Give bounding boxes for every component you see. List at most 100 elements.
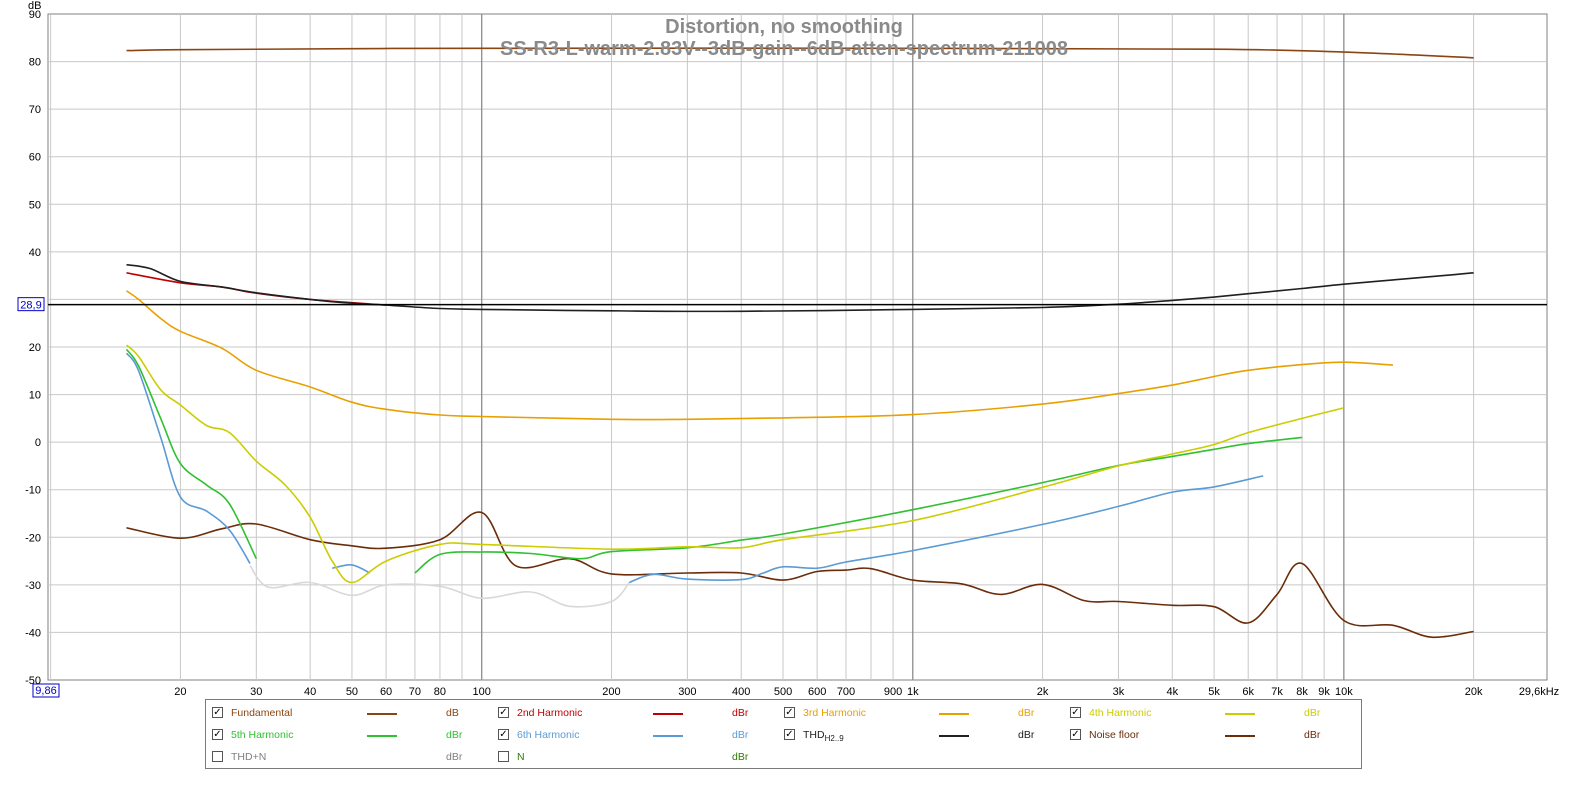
x-tick-label: 1k [907,686,919,698]
legend-label-n: N [517,751,525,763]
x-tick-label: 6k [1242,686,1254,698]
legend-swatch-5th-harmonic [367,735,397,737]
legend-checkbox-2nd-harmonic[interactable]: ✓ [498,707,509,718]
legend-label-5th-harmonic: 5th Harmonic [231,729,294,741]
legend-unit-thd-n: dBr [446,751,463,763]
legend-checkbox-3rd-harmonic[interactable]: ✓ [784,707,795,718]
chart-title: Distortion, no smoothing [665,16,903,38]
legend-swatch-fundamental [367,713,397,715]
series-3rd-harmonic [126,290,1394,421]
legend-checkbox-thd[interactable]: ✓ [784,729,795,740]
legend-label-subscript: H2..9 [824,734,844,744]
x-tick-label: 900 [884,686,902,698]
series-6th-harmonic-cont-2 [629,475,1264,584]
legend-swatch-2nd-harmonic [653,713,683,715]
legend-label-2nd-harmonic: 2nd Harmonic [517,707,583,719]
x-tick-label: 10k [1335,686,1353,698]
series-4th-harmonic [125,344,1344,584]
series-6th-harmonic-noise [249,565,630,608]
x-tick-label: 300 [678,686,696,698]
legend-swatch-4th-harmonic [1225,713,1255,715]
series-noise-floor [126,511,1474,639]
series-group [125,47,1474,639]
legend-unit-fundamental: dB [446,707,459,719]
x-tick-label: 60 [380,686,392,698]
y-tick-label: 40 [29,247,41,259]
legend-checkbox-6th-harmonic[interactable]: ✓ [498,729,509,740]
legend-swatch-noise-floor [1225,735,1255,737]
chart-subtitle: SS-R3-L-warm-2.83V--3dB-gain--6dB-atten-… [500,38,1068,60]
legend-label-3rd-harmonic: 3rd Harmonic [803,707,867,719]
x-tick-label: 20k [1465,686,1483,698]
x-tick-label: 2k [1037,686,1049,698]
x-tick-label: 700 [837,686,855,698]
legend-checkbox-4th-harmonic[interactable]: ✓ [1070,707,1081,718]
legend-unit-2nd-harmonic: dBr [732,707,749,719]
x-cursor-label: 9,86 [35,685,56,697]
series-5th-harmonic [125,348,258,560]
legend-unit-5th-harmonic: dBr [446,729,463,741]
x-tick-label: 30 [250,686,262,698]
x-tick-label: 600 [808,686,826,698]
x-tick-label: 7k [1271,686,1283,698]
legend-label-noise-floor: Noise floor [1089,729,1140,741]
legend-checkbox-noise-floor[interactable]: ✓ [1070,729,1081,740]
legend-swatch-6th-harmonic [653,735,683,737]
x-tick-label: 9k [1318,686,1330,698]
y-tick-label: -10 [25,485,41,497]
grid [48,14,1547,680]
y-tick-label: 10 [29,390,41,402]
x-cursor-box [32,683,60,698]
x-tick-label: 400 [732,686,750,698]
legend-swatch-3rd-harmonic [939,713,969,715]
legend-unit-thd: dBr [1018,729,1035,741]
y-tick-label: -30 [25,580,41,592]
x-tick-label: 5k [1208,686,1220,698]
y-tick-label: 50 [29,199,41,211]
x-tick-label: 100 [473,686,491,698]
y-tick-label: 90 [29,9,41,21]
series-5th-harmonic-cont [414,436,1303,574]
legend-swatch-thd [939,735,969,737]
legend-unit-n: dBr [732,751,749,763]
y-cursor-label: 28,9 [20,300,41,312]
series-6th-harmonic [125,352,251,564]
legend-label-fundamental: Fundamental [231,707,293,719]
legend: ✓ Fundamental dB ✓ 2nd Harmonic dBr ✓ 3rd Harmo… [205,699,1362,769]
y-tick-label: 20 [29,342,41,354]
y-tick-label: -20 [25,532,41,544]
x-tick-label: 29,6kHz [1519,686,1559,698]
y-tick-label: -40 [25,627,41,639]
x-tick-label: 70 [409,686,421,698]
x-tick-label: 3k [1113,686,1125,698]
x-tick-label: 500 [774,686,792,698]
y-tick-label: 70 [29,104,41,116]
series-fundamental [126,47,1474,59]
legend-unit-noise-floor: dBr [1304,729,1321,741]
y-tick-label: 0 [35,437,41,449]
legend-checkbox-n[interactable] [498,751,509,762]
legend-label-thd: THDH2..9 [803,729,844,744]
legend-label-4th-harmonic: 4th Harmonic [1089,707,1152,719]
y-cursor-box [17,297,45,312]
legend-unit-6th-harmonic: dBr [732,729,749,741]
series-thd-h2-9 [126,263,1474,313]
legend-label-thd-n: THD+N [231,751,267,763]
y-axis-label: dB [28,0,41,12]
legend-unit-4th-harmonic: dBr [1304,707,1321,719]
x-tick-label: 50 [346,686,358,698]
x-tick-label: 8k [1296,686,1308,698]
y-tick-label: 80 [29,57,41,69]
legend-checkbox-5th-harmonic[interactable]: ✓ [212,729,223,740]
y-tick-label: 60 [29,152,41,164]
x-tick-label: 20 [174,686,186,698]
x-tick-label: 80 [434,686,446,698]
legend-unit-3rd-harmonic: dBr [1018,707,1035,719]
legend-checkbox-thd-n[interactable] [212,751,223,762]
x-tick-label: 200 [602,686,620,698]
x-tick-label: 4k [1166,686,1178,698]
x-tick-label: 40 [304,686,316,698]
legend-checkbox-fundamental[interactable]: ✓ [212,707,223,718]
